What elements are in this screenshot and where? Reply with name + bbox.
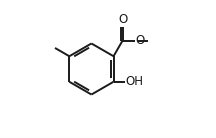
Text: O: O xyxy=(136,34,145,47)
Text: OH: OH xyxy=(126,75,144,88)
Text: O: O xyxy=(118,13,127,26)
